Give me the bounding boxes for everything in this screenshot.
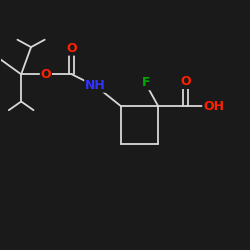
Text: OH: OH <box>203 100 224 113</box>
Text: F: F <box>142 76 150 90</box>
Text: O: O <box>66 42 77 55</box>
Text: O: O <box>180 75 191 88</box>
Text: O: O <box>40 68 51 81</box>
Text: NH: NH <box>85 79 106 92</box>
